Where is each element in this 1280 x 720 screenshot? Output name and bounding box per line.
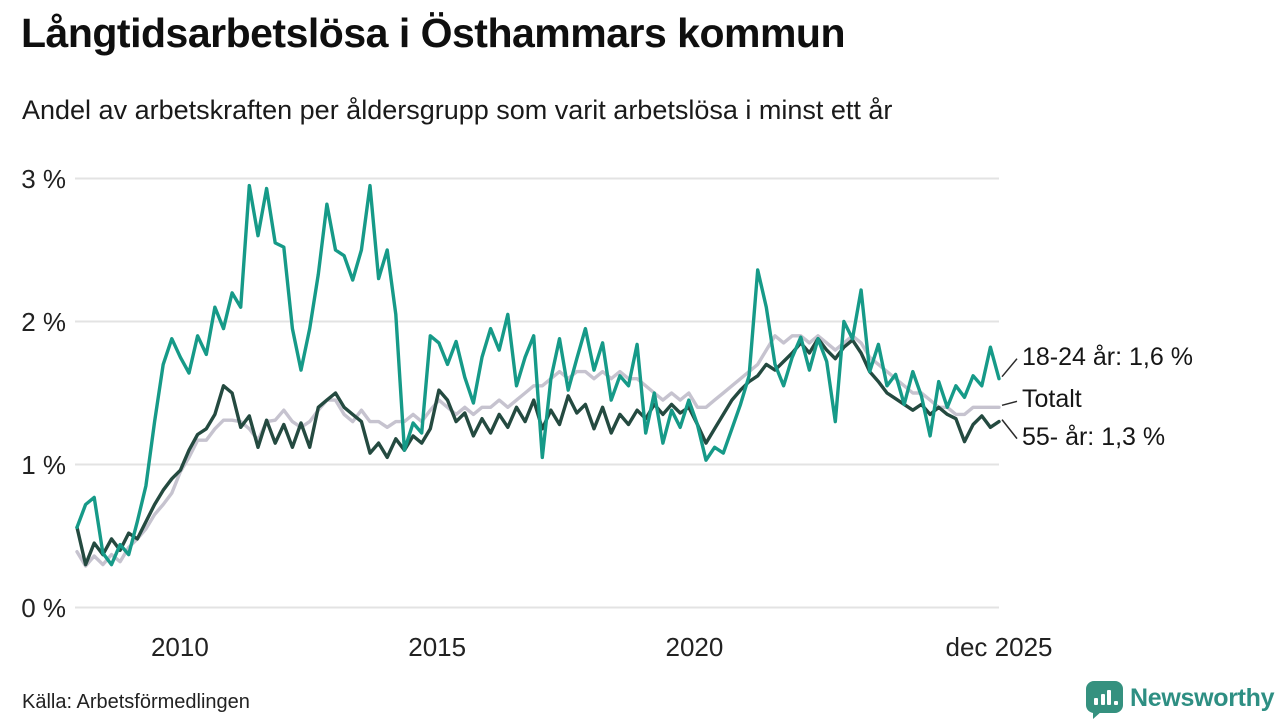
line-total xyxy=(75,334,1001,568)
series-label-young: 18-24 år: 1,6 % xyxy=(1022,342,1193,371)
chart-subtitle: Andel av arbetskraften per åldersgrupp s… xyxy=(22,95,893,125)
label-connectors xyxy=(1001,358,1018,440)
y-tick-label: 0 % xyxy=(21,592,66,623)
x-tick-label: dec 2025 xyxy=(945,632,1053,662)
label-connector-total xyxy=(1001,400,1018,407)
line-young xyxy=(75,183,1001,567)
newsworthy-wordmark: Newsworthy xyxy=(1130,684,1275,712)
x-tick-label: 2020 xyxy=(665,632,724,662)
y-tick-label: 1 % xyxy=(21,449,66,480)
source-text: Källa: Arbetsförmedlingen xyxy=(22,691,250,713)
bar-chart-glyph xyxy=(1094,690,1118,705)
series-label-old: 55- år: 1,3 % xyxy=(1022,422,1166,451)
y-tick-label: 3 % xyxy=(21,163,66,194)
newsworthy-logo: Newsworthy xyxy=(1086,681,1280,720)
chart-title: Långtidsarbetslösa i Östhammars kommun xyxy=(21,10,846,56)
y-tick-label: 2 % xyxy=(21,306,66,337)
x-tick-label: 2010 xyxy=(150,632,209,662)
series-label-total: Totalt xyxy=(1022,385,1082,414)
newsworthy-speech-bubble-icon xyxy=(1086,681,1123,719)
x-tick-label: 2015 xyxy=(408,632,467,662)
label-connector-old xyxy=(1001,419,1018,440)
label-connector-young xyxy=(1001,358,1018,378)
series-lines xyxy=(75,183,1001,568)
